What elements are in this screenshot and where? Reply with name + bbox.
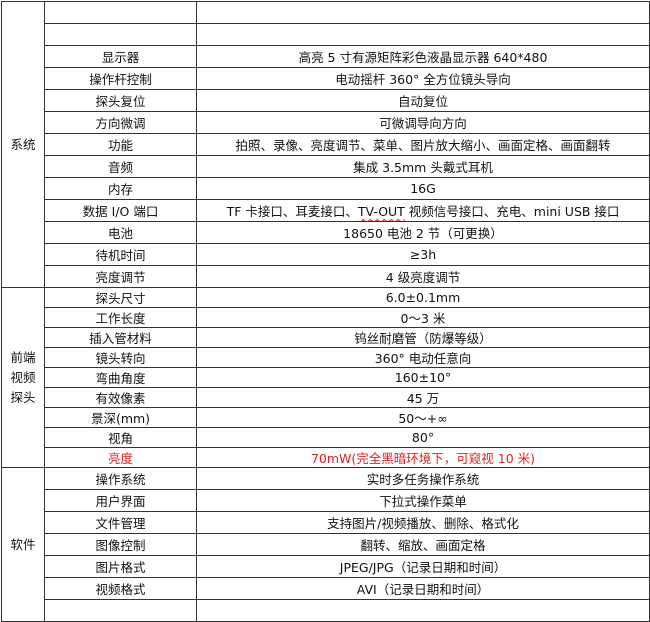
spec-value: JPEG/JPG（记录日期和时间） bbox=[196, 555, 650, 578]
spec-name: 图片格式 bbox=[44, 555, 197, 578]
spec-name: 工作长度 bbox=[44, 307, 197, 328]
table-row: 亮度调节 4 级亮度调节 bbox=[2, 265, 650, 288]
spec-value: 18650 电池 2 节（可更换） bbox=[196, 221, 650, 244]
spec-name: 亮度调节 bbox=[44, 265, 197, 288]
table-row: 显示器 高亮 5 寸有源矩阵彩色液晶显示器 640*480 bbox=[2, 45, 650, 68]
spec-value: TF 卡接口、耳麦接口、TV-OUT 视频信号接口、充电、mini USB 接口 bbox=[196, 199, 650, 222]
table-row: 方向微调 可微调导向方向 bbox=[2, 111, 650, 134]
spec-value: 6.0±0.1mm bbox=[196, 287, 650, 308]
spec-value bbox=[196, 599, 650, 622]
table-row bbox=[2, 23, 650, 46]
table-row: 功能 拍照、录像、亮度调节、菜单、图片放大缩小、画面定格、画面翻转 bbox=[2, 133, 650, 156]
spec-value: 支持图片/视频播放、删除、格式化 bbox=[196, 511, 650, 534]
table-row: 待机时间 ≥3h bbox=[2, 243, 650, 266]
spec-value: 拍照、录像、亮度调节、菜单、图片放大缩小、画面定格、画面翻转 bbox=[196, 133, 650, 156]
spec-value: 4 级亮度调节 bbox=[196, 265, 650, 288]
spec-name: 电池 bbox=[44, 221, 197, 244]
spec-value: 50～+∞ bbox=[196, 407, 650, 428]
spec-value: 钨丝耐磨管（防爆等级） bbox=[196, 327, 650, 348]
spec-value-part: TF 卡接口、耳麦接口、 bbox=[226, 204, 358, 219]
table-row: 插入管材料 钨丝耐磨管（防爆等级） bbox=[2, 327, 650, 348]
spec-value: 16G bbox=[196, 177, 650, 200]
spec-value: 360° 电动任意向 bbox=[196, 347, 650, 368]
spec-name: 景深(mm) bbox=[44, 407, 197, 428]
spec-value-part: 视频信号接口、充电、mini USB 接口 bbox=[404, 204, 620, 219]
spec-name: 文件管理 bbox=[44, 511, 197, 534]
spec-value: 160±10° bbox=[196, 367, 650, 388]
spec-value: 翻转、缩放、画面定格 bbox=[196, 533, 650, 556]
section-category: 前端 视频 探头 bbox=[1, 287, 45, 468]
table-row: 前端 视频 探头 探头尺寸 6.0±0.1mm bbox=[1, 287, 650, 468]
spec-value: 高亮 5 寸有源矩阵彩色液晶显示器 640*480 bbox=[196, 45, 650, 68]
spec-name: 视频格式 bbox=[44, 577, 197, 600]
spec-value: 70mW(完全黑暗环境下，可窥视 10 米) bbox=[196, 447, 650, 468]
spec-name: 数据 I/O 端口 bbox=[44, 199, 197, 222]
table-row: 操作杆控制 电动摇杆 360° 全方位镜头导向 bbox=[2, 67, 650, 90]
table-row: 镜头转向 360° 电动任意向 bbox=[2, 347, 650, 368]
spec-name: 操作杆控制 bbox=[44, 67, 197, 90]
table-row: 文件管理 支持图片/视频播放、删除、格式化 bbox=[2, 511, 650, 534]
spec-name: 操作系统 bbox=[44, 467, 197, 490]
section-category: 软件 bbox=[1, 467, 45, 622]
table-row: 弯曲角度 160±10° bbox=[2, 367, 650, 388]
spec-name: 方向微调 bbox=[44, 111, 197, 134]
table-row: 视频格式 AVI（记录日期和时间） bbox=[2, 577, 650, 600]
table-row: 图像控制 翻转、缩放、画面定格 bbox=[2, 533, 650, 556]
spellcheck-word: TV-OUT bbox=[357, 204, 405, 219]
spec-name bbox=[44, 1, 197, 24]
spec-name: 镜头转向 bbox=[44, 347, 197, 368]
section-category: 系统 bbox=[1, 1, 45, 288]
spec-value: 可微调导向方向 bbox=[196, 111, 650, 134]
category-line: 视频 bbox=[10, 369, 36, 385]
spec-value bbox=[196, 1, 650, 24]
spec-value: 下拉式操作菜单 bbox=[196, 489, 650, 512]
table-row: 有效像素 45 万 bbox=[2, 387, 650, 408]
table-row: 电池 18650 电池 2 节（可更换） bbox=[2, 221, 650, 244]
spec-name bbox=[44, 23, 197, 46]
table-row: 景深(mm) 50～+∞ bbox=[2, 407, 650, 428]
spec-name: 内存 bbox=[44, 177, 197, 200]
spec-value: 集成 3.5mm 头戴式耳机 bbox=[196, 155, 650, 178]
spec-name: 探头尺寸 bbox=[44, 287, 197, 308]
spec-value bbox=[196, 23, 650, 46]
table-row: 图片格式 JPEG/JPG（记录日期和时间） bbox=[2, 555, 650, 578]
spec-name: 功能 bbox=[44, 133, 197, 156]
spec-name: 显示器 bbox=[44, 45, 197, 68]
spec-value: 自动复位 bbox=[196, 89, 650, 112]
spec-name: 图像控制 bbox=[44, 533, 197, 556]
spec-name: 视角 bbox=[44, 427, 197, 448]
table-row: 探头复位 自动复位 bbox=[2, 89, 650, 112]
spec-name: 有效像素 bbox=[44, 387, 197, 408]
spec-value: 45 万 bbox=[196, 387, 650, 408]
spec-value: ≥3h bbox=[196, 243, 650, 266]
spec-name: 待机时间 bbox=[44, 243, 197, 266]
spec-name bbox=[44, 599, 197, 622]
spec-value: 实时多任务操作系统 bbox=[196, 467, 650, 490]
category-line: 前端 bbox=[10, 349, 36, 365]
spec-name: 用户界面 bbox=[44, 489, 197, 512]
spec-value: AVI（记录日期和时间） bbox=[196, 577, 650, 600]
category-line: 探头 bbox=[10, 389, 36, 405]
table-row bbox=[2, 599, 650, 622]
spec-name: 插入管材料 bbox=[44, 327, 197, 348]
spec-name: 探头复位 bbox=[44, 89, 197, 112]
table-row: 内存 16G bbox=[2, 177, 650, 200]
spec-value: 80° bbox=[196, 427, 650, 448]
table-row: 工作长度 0～3 米 bbox=[2, 307, 650, 328]
table-row: 数据 I/O 端口 TF 卡接口、耳麦接口、TV-OUT 视频信号接口、充电、mi… bbox=[2, 199, 650, 222]
table-row: 视角 80° bbox=[2, 427, 650, 448]
table-row: 用户界面 下拉式操作菜单 bbox=[2, 489, 650, 512]
table-row: 亮度 70mW(完全黑暗环境下，可窥视 10 米) bbox=[2, 447, 650, 468]
spec-name: 弯曲角度 bbox=[44, 367, 197, 388]
spec-name: 音频 bbox=[44, 155, 197, 178]
spec-name: 亮度 bbox=[44, 447, 197, 468]
spec-value: 0～3 米 bbox=[196, 307, 650, 328]
table-row: 软件 操作系统 实时多任务操作系统 bbox=[1, 467, 650, 622]
table-row: 音频 集成 3.5mm 头戴式耳机 bbox=[2, 155, 650, 178]
table-row: 系统 bbox=[1, 1, 650, 288]
spec-value: 电动摇杆 360° 全方位镜头导向 bbox=[196, 67, 650, 90]
